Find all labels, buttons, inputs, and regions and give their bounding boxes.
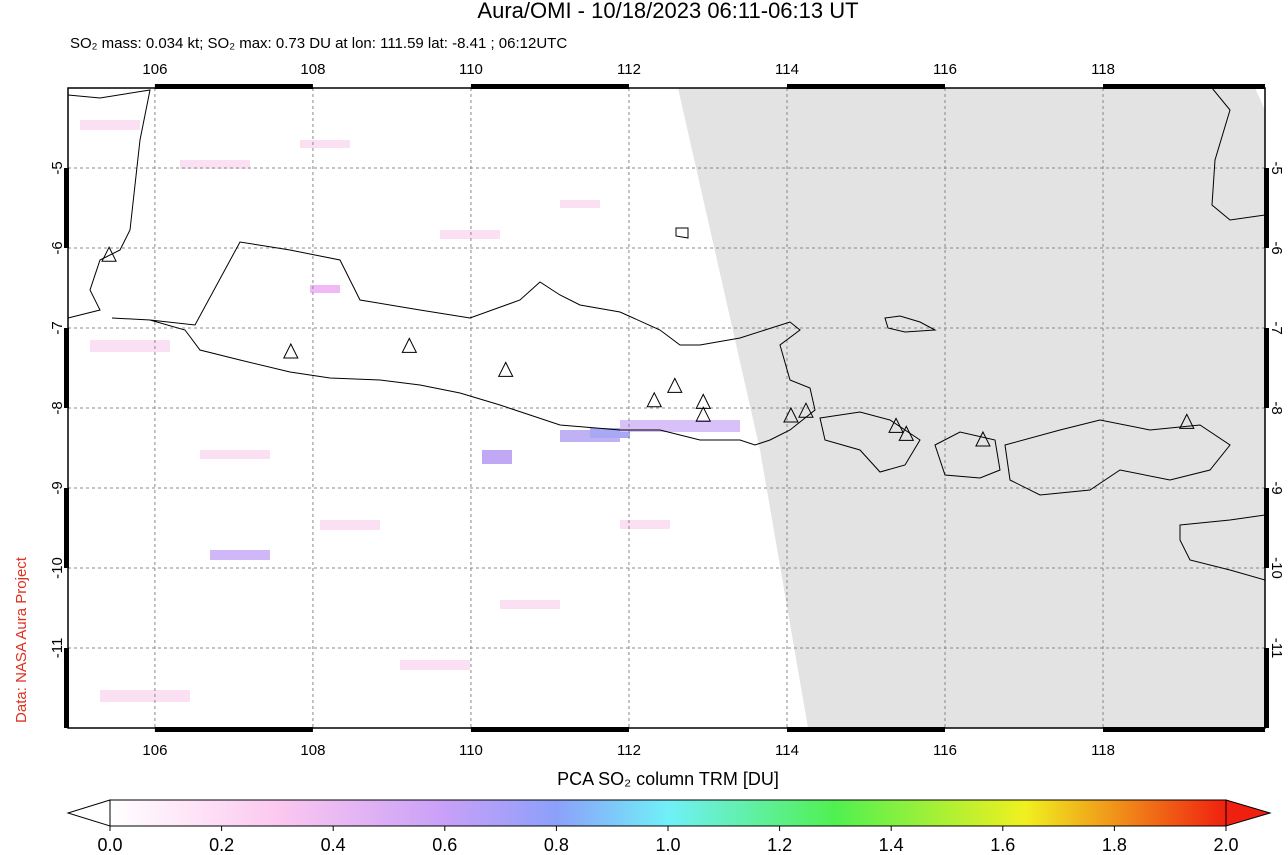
x-tick-label: 118: [1091, 61, 1115, 78]
x-tick-label: 116: [933, 61, 957, 78]
volcano: [101, 246, 117, 262]
frame-bar: [64, 168, 69, 248]
frame-bar: [64, 328, 69, 408]
colorbar-tick-label: 2.0: [1213, 835, 1238, 855]
frame-bar: [64, 488, 69, 568]
frame-bar: [64, 648, 69, 728]
x-tick-label: 114: [775, 61, 799, 78]
y-tick-label: -10: [1268, 557, 1285, 579]
colorbar-min-arrow: [66, 799, 111, 827]
y-tick-label: -6: [1268, 241, 1285, 254]
frame-bar: [1264, 168, 1269, 248]
y-tick-label: -9: [1268, 481, 1285, 494]
volcano: [798, 402, 814, 418]
x-tick-label: 118: [1091, 742, 1115, 759]
colorbar-max-arrow: [1225, 799, 1272, 827]
so2-pixels: [80, 120, 670, 702]
so2-pixels-strong: [210, 285, 740, 560]
y-tick-label: -11: [1268, 638, 1285, 659]
x-tick-label: 114: [775, 742, 799, 759]
colorbar-tick-label: 1.2: [767, 835, 792, 855]
frame-bar: [1103, 727, 1265, 732]
frame-bar: [470, 727, 629, 732]
frame-bar: [786, 84, 946, 89]
volcano: [783, 406, 799, 423]
frame-bar: [1264, 488, 1269, 568]
volcano: [497, 361, 514, 377]
volcano: [401, 337, 418, 353]
volcano: [666, 377, 683, 393]
volcano: [975, 430, 991, 447]
axes: 106 106 108 108 110 110 112 112 114 114 116 116 118 1…: [49, 61, 1285, 759]
y-tick-label: -6: [49, 241, 66, 254]
title: Aura/OMI - 10/18/2023 06:11-06:13 UT: [477, 0, 858, 23]
volcano: [1178, 413, 1195, 429]
y-tick-label: -8: [49, 401, 66, 414]
frame-bar: [1103, 84, 1265, 89]
colorbar-tick-label: 0.8: [544, 835, 569, 855]
volcanoes: [101, 246, 1195, 447]
frame-bar: [1264, 648, 1269, 728]
y-tick-label: -5: [49, 161, 66, 174]
frame-bar: [786, 727, 946, 732]
map-area: [68, 88, 1265, 728]
y-tick-label: -10: [49, 557, 66, 579]
colorbar-tick-label: 0.6: [432, 835, 457, 855]
y-tick-label: -9: [49, 481, 66, 494]
colorbar: [109, 799, 1227, 827]
x-tick-label: 112: [617, 61, 641, 78]
coastlines: [68, 88, 1265, 581]
colorbar-tick-label: 1.8: [1102, 835, 1127, 855]
x-tick-label: 116: [933, 742, 957, 759]
x-tick-label: 108: [300, 742, 325, 759]
colorbar-tick-label: 0.4: [321, 835, 346, 855]
x-tick-label: 108: [300, 61, 325, 78]
volcano: [695, 393, 712, 409]
colorbar-tick-label: 1.4: [879, 835, 904, 855]
x-tick-label: 110: [459, 61, 483, 78]
y-tick-label: -8: [1268, 401, 1285, 414]
y-tick-label: -11: [49, 638, 66, 659]
frame-bar: [470, 84, 629, 89]
colorbar-label: PCA SO₂ column TRM [DU]: [557, 769, 779, 789]
y-tick-label: -7: [49, 321, 66, 334]
x-tick-label: 110: [459, 742, 483, 759]
colorbar-tick-label: 1.6: [990, 835, 1015, 855]
colorbar-tick-label: 0.2: [209, 835, 234, 855]
subtitle: SO₂ mass: 0.034 kt; SO₂ max: 0.73 DU at …: [70, 35, 567, 52]
colorbar-ticks: 0.0 0.2 0.4 0.6 0.8 1.0 1.2 1.4 1.6 1.8 2.0: [97, 826, 1239, 855]
credit: Data: NASA Aura Project: [13, 556, 30, 723]
colorbar-tick-label: 1.0: [655, 835, 680, 855]
x-tick-label: 112: [617, 742, 641, 759]
frame-bar: [1264, 328, 1269, 408]
colorbar-tick-label: 0.0: [97, 835, 122, 855]
x-tick-label: 106: [142, 742, 167, 759]
y-tick-label: -7: [1268, 321, 1285, 334]
volcano: [695, 406, 712, 422]
volcano: [282, 342, 299, 359]
grid: [68, 88, 1265, 728]
y-tick-label: -5: [1268, 161, 1285, 174]
volcano: [888, 417, 904, 433]
frame-bar: [154, 84, 313, 89]
x-tick-label: 106: [142, 61, 167, 78]
volcano: [898, 425, 915, 441]
frame-bar: [154, 727, 313, 732]
volcano: [646, 391, 663, 408]
